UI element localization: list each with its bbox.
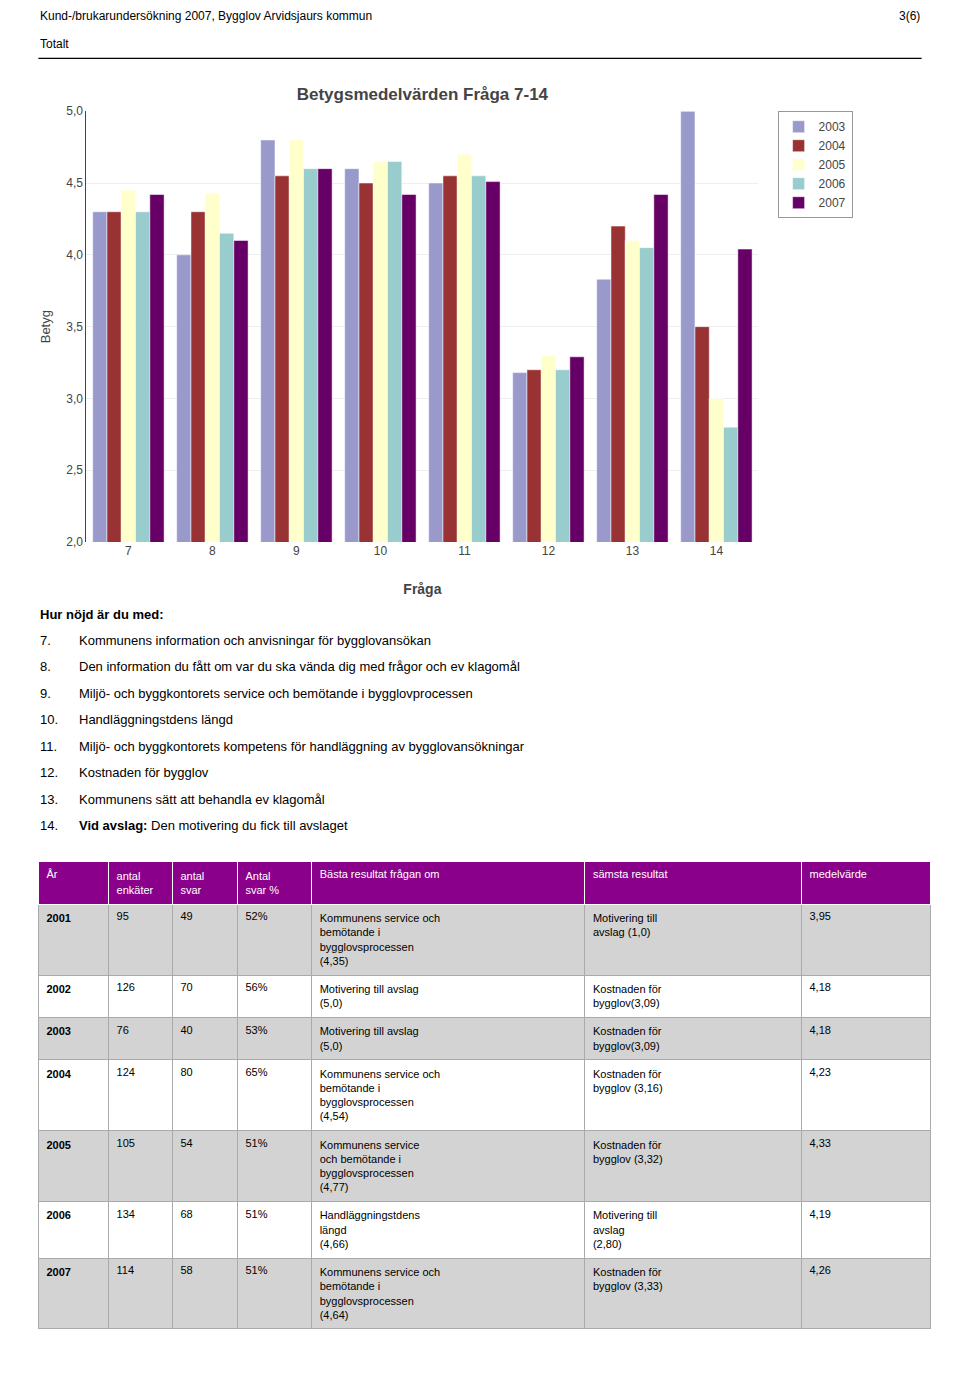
svg-text:14.: 14. bbox=[40, 818, 58, 833]
svg-text:9: 9 bbox=[293, 544, 300, 558]
svg-text:Antalsvar %: Antalsvar % bbox=[245, 870, 279, 896]
svg-text:Totalt: Totalt bbox=[40, 37, 69, 51]
svg-text:antalsvar: antalsvar bbox=[180, 870, 204, 896]
svg-text:58: 58 bbox=[180, 1264, 192, 1276]
svg-text:Motivering tillavslag (1,0): Motivering tillavslag (1,0) bbox=[593, 912, 657, 938]
svg-text:Motivering tillavslag(2,80): Motivering tillavslag(2,80) bbox=[593, 1209, 657, 1250]
svg-text:9.: 9. bbox=[40, 686, 51, 701]
svg-text:11.: 11. bbox=[40, 739, 57, 754]
svg-text:11: 11 bbox=[458, 544, 471, 558]
svg-text:80: 80 bbox=[180, 1066, 192, 1078]
svg-text:4,19: 4,19 bbox=[809, 1208, 830, 1220]
svg-text:2,0: 2,0 bbox=[66, 535, 83, 549]
svg-text:2003: 2003 bbox=[819, 120, 846, 134]
svg-text:40: 40 bbox=[180, 1024, 192, 1036]
svg-text:10.: 10. bbox=[40, 712, 58, 727]
svg-text:7: 7 bbox=[125, 544, 132, 558]
svg-text:114: 114 bbox=[117, 1264, 135, 1276]
svg-text:134: 134 bbox=[117, 1208, 135, 1220]
svg-text:2002: 2002 bbox=[46, 983, 70, 995]
svg-text:4,18: 4,18 bbox=[809, 1024, 830, 1036]
svg-text:95: 95 bbox=[117, 910, 129, 922]
svg-text:Kommunens sätt att behandla ev: Kommunens sätt att behandla ev klagomål bbox=[79, 792, 325, 807]
svg-text:52%: 52% bbox=[245, 910, 267, 922]
svg-text:Betyg: Betyg bbox=[38, 310, 53, 343]
svg-text:4,26: 4,26 bbox=[809, 1264, 830, 1276]
svg-text:76: 76 bbox=[117, 1024, 129, 1036]
svg-text:Motivering till avslag(5,0): Motivering till avslag(5,0) bbox=[320, 983, 419, 1009]
svg-text:4,23: 4,23 bbox=[809, 1066, 830, 1078]
svg-text:4,18: 4,18 bbox=[809, 981, 830, 993]
svg-text:126: 126 bbox=[117, 981, 135, 993]
svg-text:sämsta resultat: sämsta resultat bbox=[593, 868, 668, 880]
svg-text:2007: 2007 bbox=[46, 1266, 70, 1278]
svg-text:3,95: 3,95 bbox=[809, 910, 830, 922]
svg-text:antalenkäter: antalenkäter bbox=[117, 870, 154, 896]
svg-text:10: 10 bbox=[374, 544, 388, 558]
svg-text:51%: 51% bbox=[245, 1208, 267, 1220]
svg-text:2001: 2001 bbox=[46, 912, 70, 924]
svg-text:Kostnaden förbygglov (3,32): Kostnaden förbygglov (3,32) bbox=[593, 1139, 663, 1165]
svg-text:2007: 2007 bbox=[819, 196, 846, 210]
svg-text:2,5: 2,5 bbox=[66, 463, 83, 477]
svg-text:8: 8 bbox=[209, 544, 216, 558]
svg-text:53%: 53% bbox=[245, 1024, 267, 1036]
svg-text:Handläggningstdens längd: Handläggningstdens längd bbox=[79, 712, 233, 727]
svg-text:8.: 8. bbox=[40, 659, 51, 674]
svg-text:Fråga: Fråga bbox=[403, 581, 441, 597]
svg-text:2006: 2006 bbox=[46, 1209, 70, 1221]
svg-text:Bästa resultat frågan om: Bästa resultat frågan om bbox=[320, 868, 440, 880]
svg-text:124: 124 bbox=[117, 1066, 135, 1078]
svg-text:Vid avslag: Den motivering du: Vid avslag: Den motivering du fick till … bbox=[79, 818, 348, 833]
svg-text:5,0: 5,0 bbox=[66, 104, 83, 118]
svg-text:2003: 2003 bbox=[46, 1025, 70, 1037]
svg-text:Kostnaden förbygglov(3,09): Kostnaden förbygglov(3,09) bbox=[593, 1025, 662, 1051]
svg-text:Kommunens service ochbemötande: Kommunens service ochbemötande ibygglovs… bbox=[320, 912, 440, 967]
svg-text:13: 13 bbox=[626, 544, 640, 558]
svg-text:Kostnaden förbygglov (3,33): Kostnaden förbygglov (3,33) bbox=[593, 1266, 663, 1292]
svg-text:3,5: 3,5 bbox=[66, 320, 83, 334]
svg-text:2004: 2004 bbox=[819, 139, 846, 153]
svg-text:Motivering till avslag(5,0): Motivering till avslag(5,0) bbox=[320, 1025, 419, 1051]
svg-text:7.: 7. bbox=[40, 633, 51, 648]
svg-text:Kommunens information och anvi: Kommunens information och anvisningar fö… bbox=[79, 633, 431, 648]
svg-text:Den information du fått om var: Den information du fått om var du ska vä… bbox=[79, 659, 520, 674]
svg-text:År: År bbox=[46, 868, 57, 880]
svg-text:3,0: 3,0 bbox=[66, 392, 83, 406]
svg-text:Handläggningstdenslängd(4,66): Handläggningstdenslängd(4,66) bbox=[320, 1209, 421, 1250]
svg-text:70: 70 bbox=[180, 981, 192, 993]
svg-text:4,5: 4,5 bbox=[66, 176, 83, 190]
svg-text:Kommunens serviceoch bemötande: Kommunens serviceoch bemötande ibygglovs… bbox=[320, 1139, 420, 1194]
svg-text:Miljö- och byggkontorets kompe: Miljö- och byggkontorets kompetens för h… bbox=[79, 739, 525, 754]
svg-text:Kostnaden förbygglov (3,16): Kostnaden förbygglov (3,16) bbox=[593, 1068, 663, 1094]
svg-text:68: 68 bbox=[180, 1208, 192, 1220]
svg-text:2006: 2006 bbox=[819, 177, 846, 191]
svg-text:Miljö- och byggkontorets servi: Miljö- och byggkontorets service och bem… bbox=[79, 686, 473, 701]
svg-text:4,33: 4,33 bbox=[809, 1137, 830, 1149]
svg-text:Kostnaden för bygglov: Kostnaden för bygglov bbox=[79, 765, 209, 780]
svg-text:51%: 51% bbox=[245, 1137, 267, 1149]
svg-text:2005: 2005 bbox=[46, 1139, 70, 1151]
svg-text:Kund-/brukarundersökning 2007,: Kund-/brukarundersökning 2007, Bygglov A… bbox=[40, 9, 372, 23]
svg-text:medelvärde: medelvärde bbox=[809, 868, 866, 880]
svg-text:Kommunens service ochbemötande: Kommunens service ochbemötande ibygglovs… bbox=[320, 1266, 440, 1321]
svg-text:54: 54 bbox=[180, 1137, 192, 1149]
svg-text:2005: 2005 bbox=[819, 158, 846, 172]
svg-text:13.: 13. bbox=[40, 792, 58, 807]
svg-text:4,0: 4,0 bbox=[66, 248, 83, 262]
svg-text:2004: 2004 bbox=[46, 1068, 71, 1080]
svg-text:49: 49 bbox=[180, 910, 192, 922]
svg-text:12: 12 bbox=[542, 544, 556, 558]
svg-text:12.: 12. bbox=[40, 765, 58, 780]
svg-text:Kostnaden förbygglov(3,09): Kostnaden förbygglov(3,09) bbox=[593, 983, 662, 1009]
svg-text:65%: 65% bbox=[245, 1066, 267, 1078]
svg-text:56%: 56% bbox=[245, 981, 267, 993]
svg-text:14: 14 bbox=[710, 544, 724, 558]
svg-text:Kommunens service ochbemötande: Kommunens service ochbemötande ibygglovs… bbox=[320, 1068, 440, 1123]
svg-text:105: 105 bbox=[117, 1137, 135, 1149]
svg-text:51%: 51% bbox=[245, 1264, 267, 1276]
svg-text:3(6): 3(6) bbox=[899, 9, 920, 23]
svg-text:Hur nöjd är du med:: Hur nöjd är du med: bbox=[40, 607, 164, 622]
svg-text:Betygsmedelvärden Fråga 7-14: Betygsmedelvärden Fråga 7-14 bbox=[297, 85, 549, 104]
